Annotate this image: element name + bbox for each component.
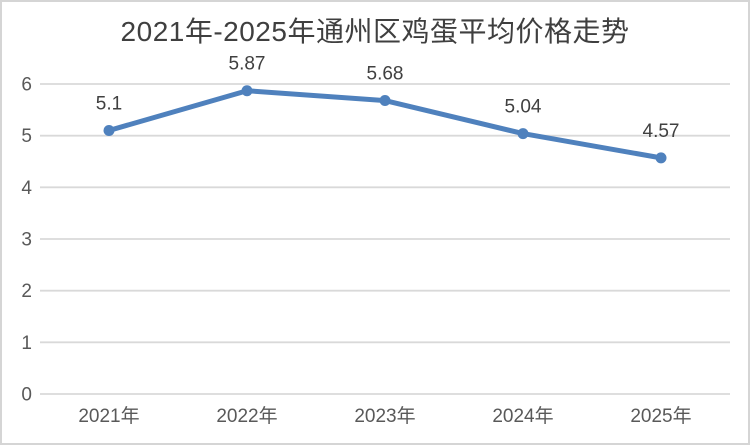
data-point-marker	[241, 85, 253, 97]
data-point-label: 5.1	[96, 94, 122, 115]
data-point-marker	[517, 128, 529, 140]
y-axis-tick-label: 2	[21, 281, 32, 302]
y-axis-tick-label: 5	[21, 126, 32, 147]
data-point-marker	[655, 152, 667, 164]
y-axis-tick-label: 4	[21, 178, 32, 199]
data-point-marker	[379, 95, 391, 107]
x-axis-tick-label: 2021年	[78, 405, 139, 427]
y-axis-tick-label: 6	[21, 75, 32, 96]
x-axis-tick-label: 2022年	[216, 405, 277, 427]
data-point-label: 5.68	[367, 64, 404, 85]
data-point-label: 4.57	[643, 121, 680, 142]
x-axis-tick-label: 2025年	[630, 405, 691, 427]
x-axis-tick-label: 2023年	[354, 405, 415, 427]
x-axis-tick-label: 2024年	[492, 405, 553, 427]
y-axis-tick-label: 3	[21, 230, 32, 251]
chart-title: 2021年-2025年通州区鸡蛋平均价格走势	[120, 16, 630, 47]
data-point-label: 5.87	[229, 54, 266, 75]
y-axis-tick-label: 1	[21, 333, 32, 354]
data-point-marker	[103, 125, 115, 136]
y-axis-tick-label: 0	[21, 385, 32, 406]
data-point-label: 5.04	[505, 97, 542, 118]
